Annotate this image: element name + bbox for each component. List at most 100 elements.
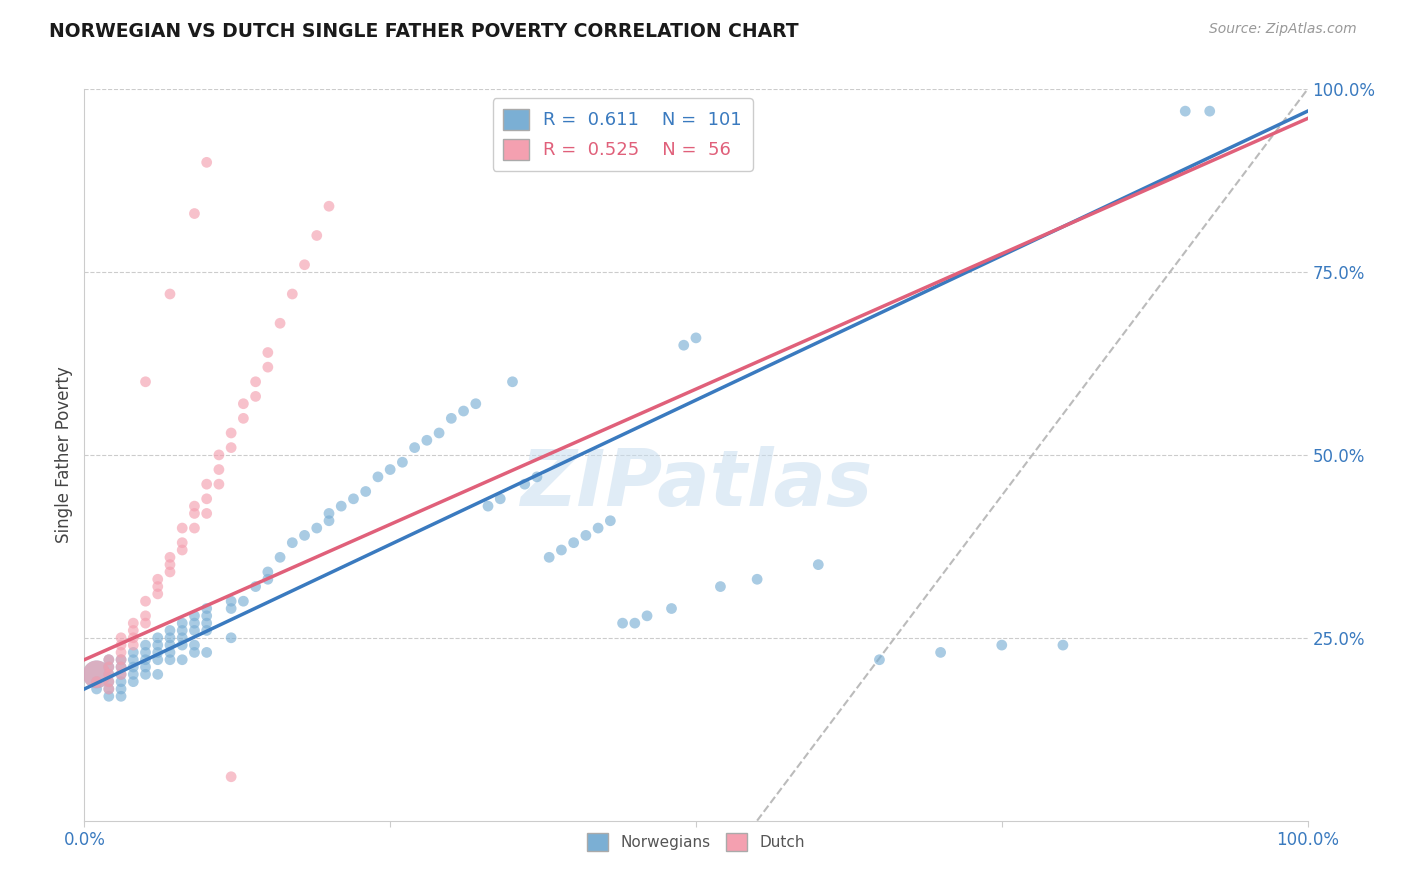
- Point: [219, 770, 242, 784]
- Point: [183, 521, 205, 535]
- Point: [135, 645, 157, 659]
- Point: [159, 287, 181, 301]
- Point: [208, 477, 231, 491]
- Point: [281, 287, 304, 301]
- Point: [146, 653, 169, 667]
- Point: [97, 690, 120, 704]
- Point: [172, 616, 194, 631]
- Point: [159, 550, 181, 565]
- Point: [135, 616, 157, 631]
- Point: [159, 653, 181, 667]
- Point: [122, 660, 145, 674]
- Point: [172, 543, 194, 558]
- Point: [354, 484, 377, 499]
- Point: [672, 338, 695, 352]
- Point: [122, 616, 145, 631]
- Point: [685, 331, 707, 345]
- Point: [97, 653, 120, 667]
- Point: [183, 507, 205, 521]
- Point: [526, 470, 548, 484]
- Point: [183, 624, 205, 638]
- Point: [269, 316, 291, 330]
- Point: [245, 389, 267, 403]
- Point: [183, 608, 205, 623]
- Point: [427, 425, 450, 440]
- Point: [159, 624, 181, 638]
- Point: [257, 360, 280, 375]
- Point: [232, 411, 254, 425]
- Point: [86, 674, 108, 689]
- Point: [135, 594, 157, 608]
- Point: [330, 499, 353, 513]
- Point: [110, 653, 132, 667]
- Point: [318, 514, 340, 528]
- Point: [122, 631, 145, 645]
- Point: [269, 550, 291, 565]
- Point: [97, 667, 120, 681]
- Point: [195, 507, 218, 521]
- Point: [110, 660, 132, 674]
- Point: [122, 667, 145, 681]
- Point: [257, 345, 280, 359]
- Point: [97, 660, 120, 674]
- Point: [110, 638, 132, 652]
- Point: [747, 572, 769, 586]
- Point: [305, 521, 328, 535]
- Point: [86, 674, 108, 689]
- Point: [661, 601, 683, 615]
- Point: [135, 667, 157, 681]
- Point: [232, 594, 254, 608]
- Point: [294, 528, 316, 542]
- Point: [183, 645, 205, 659]
- Point: [110, 667, 132, 681]
- Point: [172, 653, 194, 667]
- Point: [502, 375, 524, 389]
- Point: [97, 653, 120, 667]
- Point: [232, 397, 254, 411]
- Point: [172, 624, 194, 638]
- Point: [172, 521, 194, 535]
- Point: [122, 645, 145, 659]
- Point: [367, 470, 389, 484]
- Point: [110, 690, 132, 704]
- Point: [709, 580, 731, 594]
- Point: [110, 674, 132, 689]
- Point: [159, 645, 181, 659]
- Point: [135, 608, 157, 623]
- Point: [281, 535, 304, 549]
- Point: [110, 631, 132, 645]
- Point: [86, 667, 108, 681]
- Point: [318, 199, 340, 213]
- Point: [219, 601, 242, 615]
- Point: [135, 375, 157, 389]
- Point: [245, 580, 267, 594]
- Point: [172, 631, 194, 645]
- Point: [219, 631, 242, 645]
- Point: [318, 507, 340, 521]
- Point: [1052, 638, 1074, 652]
- Point: [135, 653, 157, 667]
- Point: [342, 491, 364, 506]
- Point: [1198, 104, 1220, 119]
- Point: [195, 645, 218, 659]
- Point: [257, 572, 280, 586]
- Point: [550, 543, 572, 558]
- Point: [453, 404, 475, 418]
- Point: [159, 565, 181, 579]
- Point: [929, 645, 952, 659]
- Point: [245, 375, 267, 389]
- Point: [208, 448, 231, 462]
- Point: [159, 638, 181, 652]
- Point: [195, 491, 218, 506]
- Point: [440, 411, 463, 425]
- Point: [219, 441, 242, 455]
- Point: [404, 441, 426, 455]
- Point: [183, 638, 205, 652]
- Point: [97, 681, 120, 696]
- Point: [122, 674, 145, 689]
- Point: [612, 616, 634, 631]
- Point: [110, 660, 132, 674]
- Point: [195, 608, 218, 623]
- Text: NORWEGIAN VS DUTCH SINGLE FATHER POVERTY CORRELATION CHART: NORWEGIAN VS DUTCH SINGLE FATHER POVERTY…: [49, 22, 799, 41]
- Point: [391, 455, 413, 469]
